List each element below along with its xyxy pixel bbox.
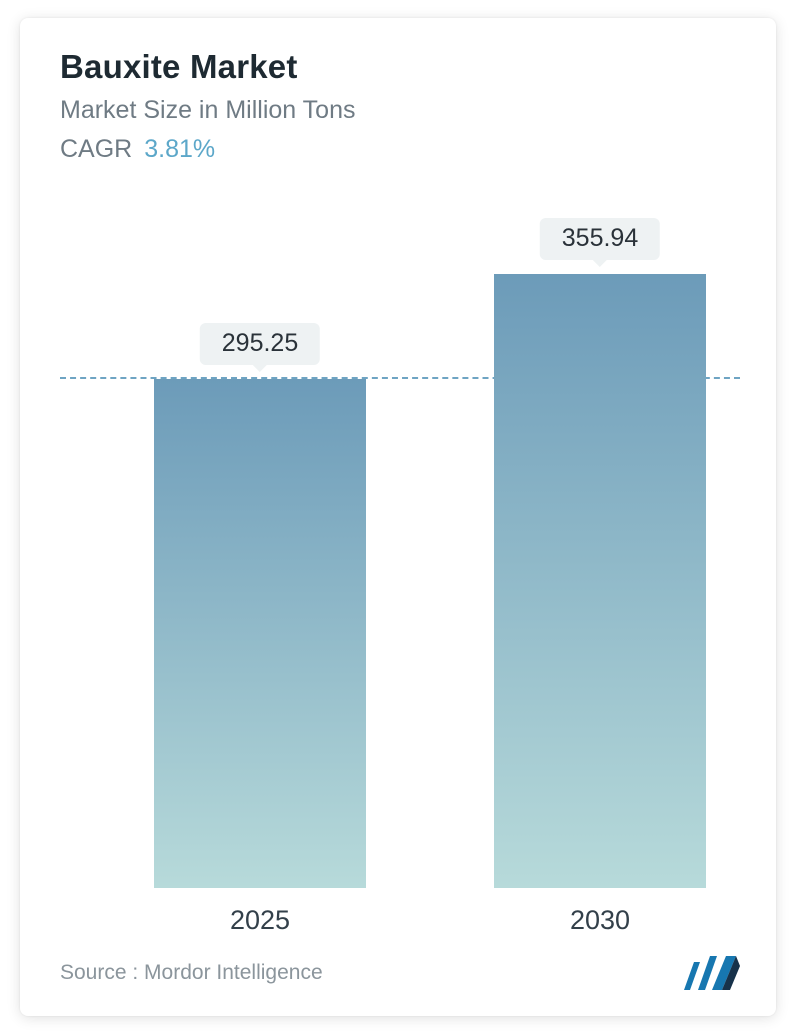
value-badge-2025: 295.25 xyxy=(200,323,320,365)
chart-subtitle: Market Size in Million Tons xyxy=(60,96,740,125)
chart-plot: 295.25 355.94 xyxy=(60,198,740,888)
cagr-row: CAGR 3.81% xyxy=(60,135,740,164)
x-label-2030: 2030 xyxy=(570,905,630,936)
bar-2030 xyxy=(494,274,706,888)
brand-logo-icon xyxy=(682,954,740,992)
chart-footer: Source : Mordor Intelligence xyxy=(60,954,740,992)
source-text: Source : Mordor Intelligence xyxy=(60,961,323,985)
chart-area: 295.25 355.94 2025 2030 xyxy=(60,194,740,948)
x-label-2025: 2025 xyxy=(230,905,290,936)
value-badge-2030: 355.94 xyxy=(540,218,660,260)
bar-2025 xyxy=(154,379,366,888)
cagr-label: CAGR xyxy=(60,135,132,164)
chart-title: Bauxite Market xyxy=(60,48,740,86)
chart-card: Bauxite Market Market Size in Million To… xyxy=(20,18,776,1016)
cagr-value: 3.81% xyxy=(144,135,215,164)
